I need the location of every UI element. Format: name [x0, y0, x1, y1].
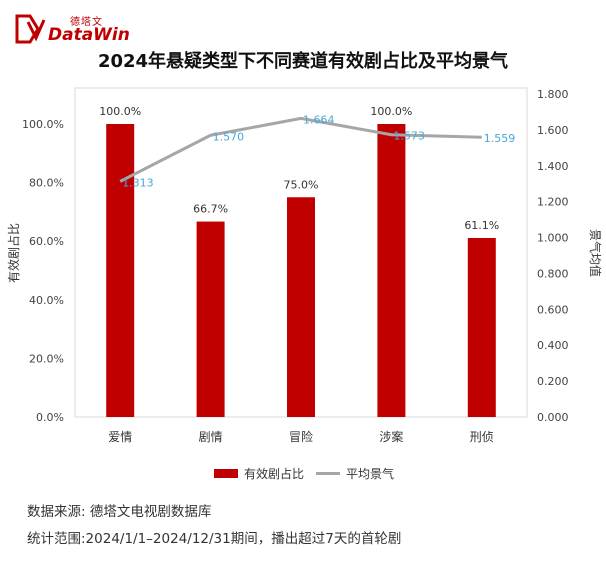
- bar: [377, 124, 406, 417]
- datawin-logo-icon: [15, 14, 46, 44]
- source-note: 数据来源: 德塔文电视剧数据库: [27, 504, 212, 520]
- y2-axis-title: 景气均值: [588, 229, 603, 277]
- scope-note: 统计范围:2024/1/1–2024/12/31期间，播出超过7天的首轮剧: [27, 531, 402, 547]
- y-tick-label: 80.0%: [29, 177, 64, 190]
- combo-chart: 0.0% 20.0% 40.0% 60.0% 80.0% 100.0% 0.000 0.200…: [6, 87, 603, 444]
- line-value-label: 1.664: [303, 113, 335, 126]
- y2-tick-label: 0.800: [537, 267, 569, 280]
- y2-tick-label: 1.000: [537, 232, 569, 245]
- legend-label-line: 平均景气: [346, 467, 395, 481]
- y2-tick-label: 1.800: [537, 88, 569, 101]
- legend-item-line: 平均景气: [316, 465, 394, 482]
- x-tick-label: 刑侦: [470, 430, 494, 444]
- brand-name-cn: 德塔文: [70, 17, 103, 28]
- legend-item-bar: 有效剧占比: [214, 465, 304, 482]
- legend: 有效剧占比 平均景气: [0, 465, 606, 483]
- x-tick-label: 冒险: [289, 429, 313, 444]
- bar: [106, 124, 135, 417]
- y2-tick-label: 1.400: [537, 160, 569, 173]
- brand-logo: 德塔文 DataWin: [14, 10, 134, 46]
- y-tick-label: 20.0%: [29, 352, 64, 365]
- y2-tick-label: 0.000: [537, 411, 569, 424]
- x-tick-label: 爱情: [108, 430, 132, 444]
- x-tick-label: 剧情: [199, 430, 223, 444]
- line-value-label: 1.570: [213, 130, 245, 143]
- bar-value-label: 100.0%: [370, 105, 412, 118]
- y2-tick-label: 0.400: [537, 339, 569, 352]
- legend-swatch-line: [316, 472, 340, 475]
- y2-tick-label: 0.600: [537, 303, 569, 316]
- bar-value-label: 61.1%: [464, 219, 499, 232]
- legend-label-bar: 有效剧占比: [244, 467, 305, 481]
- line-value-label: 1.559: [484, 132, 516, 145]
- legend-swatch-bar: [214, 469, 238, 478]
- bar: [287, 197, 315, 417]
- brand-name-en: DataWin: [48, 25, 130, 45]
- y-tick-label: 0.0%: [36, 411, 64, 424]
- bar-value-label: 75.0%: [284, 178, 319, 191]
- bar-value-label: 66.7%: [193, 203, 228, 216]
- y-tick-label: 40.0%: [29, 294, 64, 307]
- bar: [467, 237, 496, 417]
- line-value-label: 1.573: [393, 130, 425, 143]
- line-series: [119, 116, 482, 183]
- y-tick-label: 60.0%: [29, 235, 64, 248]
- bar-value-label: 100.0%: [99, 105, 141, 118]
- x-tick-label: 涉案: [379, 429, 403, 444]
- y-tick-label: 100.0%: [22, 118, 64, 131]
- y2-tick-label: 1.600: [537, 124, 569, 137]
- y2-tick-label: 0.200: [537, 375, 569, 388]
- chart-title: 2024年悬疑类型下不同赛道有效剧占比及平均景气: [97, 51, 509, 72]
- line-value-label: 1.313: [122, 176, 154, 189]
- y2-tick-label: 1.200: [537, 196, 569, 209]
- bar: [196, 221, 225, 417]
- y-axis-title: 有效剧占比: [6, 223, 21, 283]
